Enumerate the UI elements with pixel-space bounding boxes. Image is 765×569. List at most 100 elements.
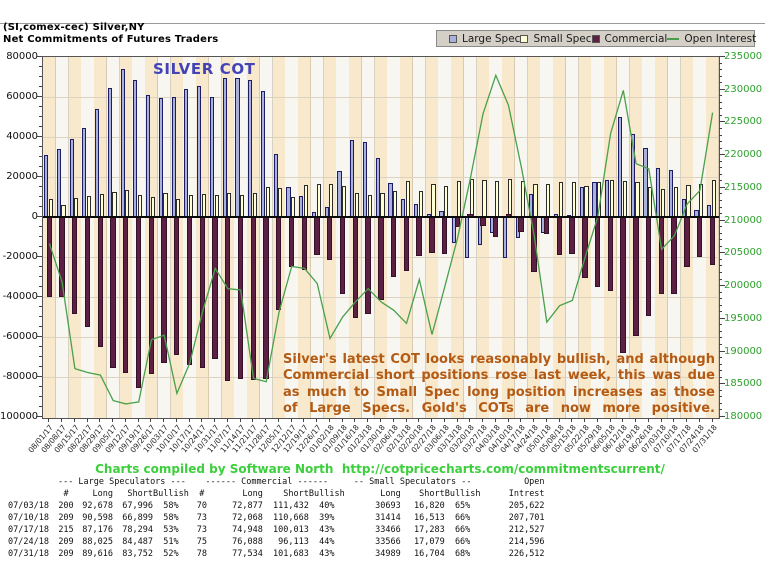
table-cell: 77,534 (232, 549, 263, 559)
left-axis-tick (39, 126, 42, 127)
table-cell: 72,068 (232, 513, 263, 523)
right-axis-tick (719, 252, 725, 254)
table-col-header: Intrest (508, 489, 545, 499)
credits-link[interactable]: http://cotpricecharts.com/commitmentscur… (341, 462, 665, 476)
bar-commercial (250, 217, 256, 381)
x-axis-tick (61, 418, 63, 422)
table-row: 07/03/18 200 92,678 67,996 58% 70 72,877 111,43… (8, 500, 545, 512)
right-axis-tick (719, 344, 722, 345)
right-axis-tick (719, 121, 725, 123)
bar-large-spec (44, 155, 49, 217)
right-axis-label: 190000 (724, 345, 763, 357)
x-axis-tick (73, 418, 75, 422)
legend-label: Open Interest (684, 32, 757, 45)
x-axis-tick (545, 418, 547, 422)
left-axis-label: 0 (31, 211, 38, 222)
x-axis-tick (277, 418, 279, 422)
table-cell: 58% (163, 513, 179, 523)
bar-commercial (645, 217, 652, 317)
table-cell: 39% (319, 513, 335, 523)
bar-small-spec (303, 185, 308, 217)
bar-large-spec (668, 169, 674, 217)
right-axis-tick (719, 304, 722, 306)
annotation-line: as much to Small Spec long position incr… (283, 384, 715, 400)
left-axis-tick (39, 66, 42, 67)
right-axis-label: 185000 (724, 378, 763, 390)
bar-commercial (531, 217, 537, 273)
table-col-header: Short (127, 489, 153, 499)
left-axis-tick (36, 336, 42, 337)
right-axis-tick (719, 114, 722, 116)
table-cell: 90,598 (82, 513, 113, 523)
bar-small-spec (546, 184, 551, 217)
bar-commercial (46, 217, 52, 298)
bar-small-spec (597, 181, 602, 217)
right-axis-tick (719, 265, 722, 267)
bar-large-spec (82, 127, 87, 217)
bar-large-spec (375, 157, 380, 217)
right-axis-label: 180000 (724, 411, 763, 422)
bar-small-spec (558, 181, 564, 217)
x-axis-tick (86, 418, 88, 422)
table-cell: 110,668 (273, 513, 309, 523)
x-axis-tick (175, 418, 177, 422)
bar-large-spec (362, 141, 368, 217)
bar-large-spec (286, 187, 291, 217)
right-axis-tick (719, 324, 722, 326)
right-axis-label: 205000 (724, 247, 763, 259)
table-cell: 212,527 (508, 525, 545, 535)
table-cell: 16,513 (413, 513, 445, 523)
legend-item-open-interest: Open Interest (667, 33, 756, 45)
right-axis-tick (719, 409, 722, 411)
x-axis-tick (214, 418, 216, 422)
bar-small-spec (686, 184, 691, 217)
legend-item-commercial: Commercial (591, 33, 667, 45)
bar-large-spec (273, 154, 278, 217)
right-axis-tick (719, 206, 722, 208)
right-axis-tick (719, 291, 722, 293)
table-cell: 70 (196, 501, 207, 511)
x-axis-tick (647, 418, 649, 422)
bar-commercial (480, 217, 486, 226)
right-axis-tick (719, 180, 722, 182)
right-axis-tick (719, 389, 722, 391)
bar-commercial (441, 217, 448, 254)
bar-small-spec (48, 198, 53, 217)
annotation-line: of Large Specs. Gold's COTs are now more… (283, 400, 715, 416)
right-axis-tick (719, 154, 725, 156)
zero-line (43, 216, 719, 218)
table-cell: 40% (319, 501, 335, 511)
table-cell: 209 (58, 537, 74, 547)
bar-commercial (110, 217, 116, 368)
x-axis-tick (239, 418, 241, 422)
bar-commercial (518, 217, 524, 233)
left-axis-tick (36, 416, 42, 417)
bar-small-spec (393, 191, 398, 217)
bar-small-spec (482, 180, 487, 217)
open-interest-swatch (667, 37, 680, 40)
bar-commercial (263, 217, 269, 380)
bar-large-spec (401, 198, 406, 217)
bar-small-spec (86, 196, 92, 217)
table-cell: 34989 (375, 549, 401, 559)
table-cell: 214,596 (508, 537, 545, 547)
table-cell: 68% (454, 549, 471, 559)
bar-small-spec (252, 193, 257, 217)
right-axis-tick (719, 226, 722, 228)
bar-commercial (403, 217, 410, 272)
left-axis-tick (39, 306, 42, 307)
bar-large-spec (337, 171, 342, 217)
cot-table: --- Large Speculators --- ------ Commerci… (8, 476, 545, 560)
x-axis-tick (686, 418, 688, 422)
bar-commercial (97, 217, 103, 348)
table-col-header: Bullish (444, 489, 481, 499)
bar-commercial (556, 217, 563, 255)
left-axis-tick (39, 246, 42, 247)
bar-small-spec (444, 186, 449, 217)
bar-small-spec (405, 181, 411, 217)
bar-commercial (276, 217, 282, 311)
bar-small-spec (214, 195, 219, 217)
table-cell: 78,294 (122, 525, 153, 535)
right-axis-tick (719, 232, 722, 234)
bar-small-spec (150, 196, 155, 217)
